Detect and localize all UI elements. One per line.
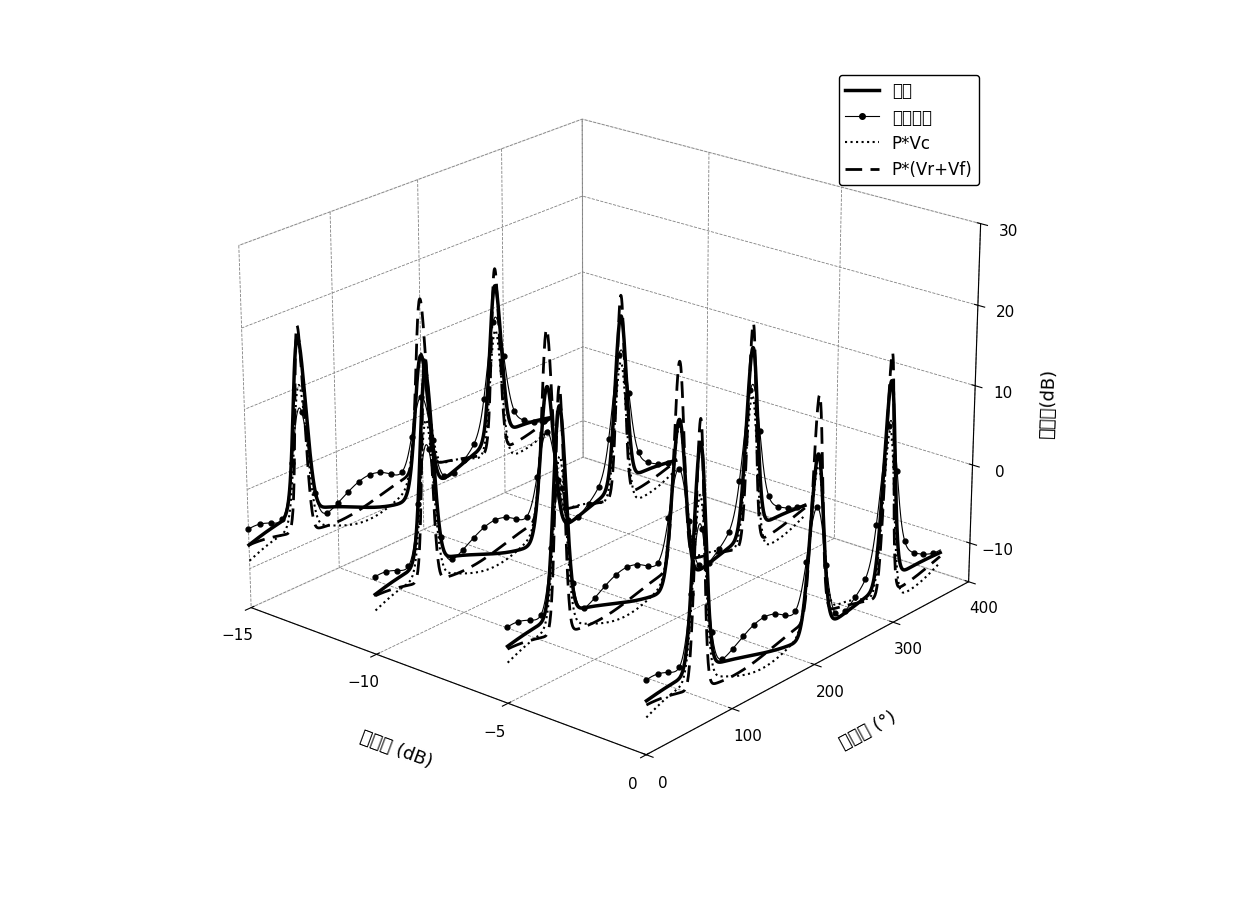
X-axis label: 信噪比 (dB): 信噪比 (dB): [357, 727, 434, 770]
Legend: 声压, 矢量独立, P*Vc, P*(Vr+Vf): 声压, 矢量独立, P*Vc, P*(Vr+Vf): [838, 76, 980, 186]
Y-axis label: 方位角 (°): 方位角 (°): [837, 708, 899, 752]
